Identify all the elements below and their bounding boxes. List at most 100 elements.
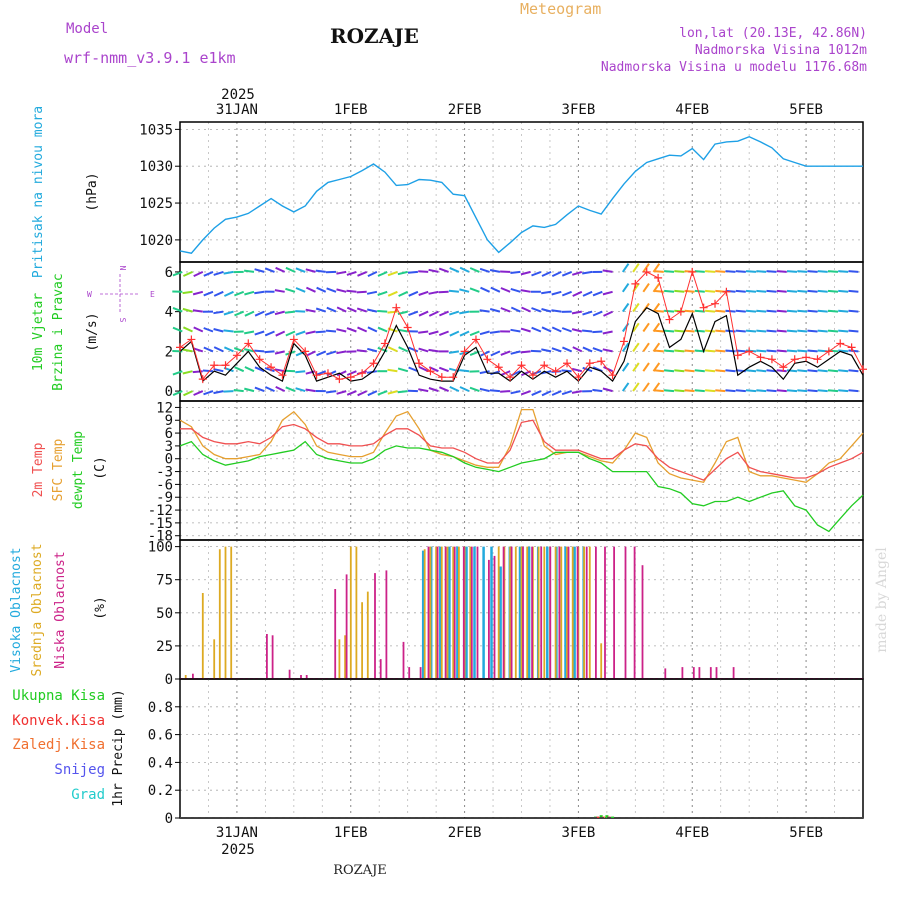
wind-arrow bbox=[642, 342, 650, 352]
bottom-day-label: 4FEB bbox=[675, 825, 709, 841]
compass-rose: N S W E bbox=[87, 266, 155, 323]
wind-arrow bbox=[827, 270, 839, 273]
wind-arrow bbox=[551, 270, 562, 278]
wind-arrow bbox=[715, 270, 726, 273]
wind-arrow bbox=[551, 347, 562, 353]
wind-arrow bbox=[377, 390, 388, 396]
wind-arrow bbox=[705, 309, 716, 313]
precip-legend-freezing: Zaledj.Kisa bbox=[12, 737, 105, 753]
wind-arrow bbox=[715, 389, 726, 393]
wind-arrow bbox=[182, 326, 193, 333]
wind-arrow bbox=[469, 386, 480, 393]
panels: 10201025103010350246129630-3-6-9-12-15-1… bbox=[139, 121, 867, 827]
wind-arrow bbox=[295, 330, 306, 336]
wind-arrow bbox=[797, 389, 808, 393]
gust-marker bbox=[756, 353, 765, 362]
wind-arrow bbox=[234, 366, 245, 373]
wind-arrow bbox=[459, 369, 470, 373]
wind-arrow bbox=[603, 310, 614, 317]
pressure-line bbox=[179, 135, 863, 254]
wind-arrow bbox=[438, 290, 449, 294]
cloud-unit: (%) bbox=[93, 596, 108, 619]
gust-marker bbox=[654, 273, 663, 282]
wind-arrow bbox=[541, 308, 552, 313]
wind-arrow bbox=[490, 350, 501, 357]
gust-marker bbox=[665, 315, 674, 324]
wind-arrow bbox=[725, 369, 736, 373]
wind-arrow bbox=[500, 350, 511, 356]
wind-arrow bbox=[275, 385, 286, 393]
wind-arrow bbox=[725, 349, 736, 353]
bottom-year-label: 2025 bbox=[221, 842, 255, 858]
gust-marker bbox=[335, 375, 344, 384]
gust-marker bbox=[551, 367, 560, 376]
wind-arrow bbox=[838, 329, 849, 333]
wind-arrow bbox=[428, 268, 439, 273]
wind-arrow bbox=[326, 287, 337, 293]
wind-arrow bbox=[797, 309, 808, 313]
gust-marker bbox=[244, 339, 253, 348]
wind-arrow bbox=[520, 327, 531, 333]
wind-arrow bbox=[367, 347, 378, 353]
temperature-tick-label: -12 bbox=[148, 503, 173, 519]
wind-arrow bbox=[602, 269, 613, 273]
wind-arrow bbox=[305, 268, 316, 273]
wind-arrow bbox=[264, 350, 275, 354]
precip-legend-hail: Grad bbox=[71, 787, 105, 803]
wind-arrow bbox=[756, 349, 767, 353]
wind-arrow bbox=[254, 330, 265, 336]
wind-arrow bbox=[582, 346, 593, 353]
wind-arrow bbox=[664, 369, 675, 373]
gust-marker bbox=[540, 361, 549, 370]
gust-marker bbox=[608, 371, 617, 380]
wind-arrow bbox=[653, 309, 664, 313]
wind-arrow bbox=[449, 385, 460, 393]
wind-arrow bbox=[244, 310, 255, 317]
wind-arrow bbox=[756, 309, 767, 313]
temperature-tick-label: 9 bbox=[165, 413, 173, 429]
wind-arrow bbox=[397, 367, 408, 373]
wind-arrow bbox=[182, 307, 193, 313]
wind-arrow bbox=[469, 267, 480, 273]
wind-arrow bbox=[756, 329, 767, 333]
precip-tick-label: 0 bbox=[165, 811, 173, 827]
wind-arrow bbox=[541, 348, 552, 353]
gust-marker bbox=[198, 375, 207, 384]
wind-arrow bbox=[786, 389, 798, 393]
wind-label-2: Brzina i Pravac bbox=[51, 273, 66, 390]
gust-marker bbox=[494, 363, 503, 372]
wind-arrow bbox=[531, 390, 542, 397]
wind-arrow bbox=[531, 307, 542, 313]
wind-arrow bbox=[561, 327, 572, 333]
wind-arrow bbox=[408, 290, 419, 297]
wind-arrow bbox=[448, 350, 460, 354]
wind-arrow bbox=[807, 349, 818, 353]
footer-station: ROZAJE bbox=[333, 863, 387, 878]
gust-marker bbox=[278, 371, 287, 380]
wind-arrow bbox=[408, 310, 419, 317]
wind-arrow bbox=[448, 289, 459, 293]
wind-arrow bbox=[807, 309, 818, 313]
wind-arrow bbox=[213, 290, 224, 297]
wind-arrow bbox=[346, 306, 357, 313]
wind-arrow bbox=[336, 288, 347, 293]
wind-arrow bbox=[582, 270, 593, 275]
wind-arrow bbox=[243, 348, 255, 353]
temperature-tick-label: -15 bbox=[148, 516, 173, 532]
top-day-label: 3FEB bbox=[562, 102, 596, 118]
wind-arrow bbox=[817, 289, 828, 293]
top-day-label: 1FEB bbox=[334, 102, 368, 118]
wind-arrow bbox=[632, 322, 640, 333]
wind-arrow bbox=[346, 370, 357, 376]
wind-arrow bbox=[592, 290, 603, 297]
wind-arrow bbox=[520, 390, 531, 396]
wind-arrow bbox=[203, 390, 214, 396]
wind-arrow bbox=[479, 309, 490, 313]
bottom-time-labels: 31JAN 1FEB 2FEB 3FEB 4FEB 5FEB bbox=[216, 825, 823, 841]
wind-arrow bbox=[223, 346, 234, 353]
wind-arrow bbox=[642, 362, 650, 372]
wind-arrow bbox=[469, 287, 480, 293]
wind-arrow bbox=[664, 270, 675, 273]
pressure-tick-label: 1030 bbox=[139, 159, 173, 175]
pressure-tick-label: 1020 bbox=[139, 233, 173, 249]
